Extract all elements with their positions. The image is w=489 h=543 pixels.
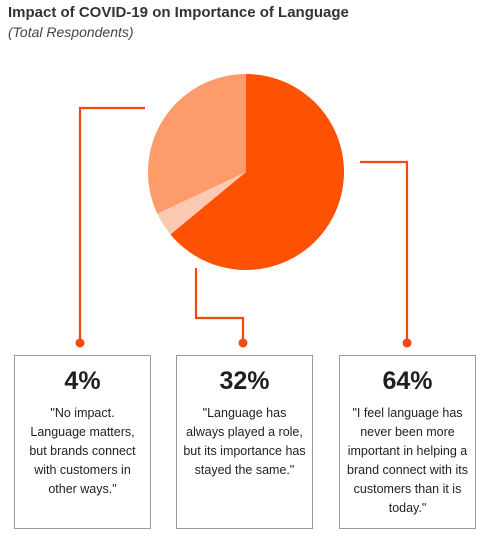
callout-quote: "No impact. Language matters, but brands… bbox=[29, 406, 136, 496]
pie-slice-more-important bbox=[170, 74, 344, 271]
chart-title: Impact of COVID-19 on Importance of Lang… bbox=[8, 4, 349, 21]
connector-no-impact bbox=[78, 106, 145, 343]
callout-percent: 4% bbox=[64, 367, 101, 395]
connector-more-important bbox=[360, 160, 409, 343]
callout-percent: 64% bbox=[382, 367, 433, 395]
callout-card-no-impact: 4% "No impact. Language matters, but bra… bbox=[14, 355, 151, 529]
callout-card-more-important: 64% "I feel language has never been more… bbox=[339, 355, 476, 529]
connector-no-impact-dot bbox=[75, 338, 85, 348]
callout-connectors bbox=[75, 106, 412, 348]
callout-quote: "Language has always played a role, but … bbox=[183, 406, 306, 477]
callout-card-same-importance: 32% "Language has always played a role, … bbox=[176, 355, 313, 529]
pie-slice-same-importance bbox=[148, 74, 246, 214]
connector-more-important-dot bbox=[402, 338, 412, 348]
callout-quote: "I feel language has never been more imp… bbox=[347, 406, 468, 515]
pie-slice-no-impact bbox=[157, 172, 246, 235]
callout-percent: 32% bbox=[219, 367, 270, 395]
connector-same-importance bbox=[194, 268, 245, 343]
pie-slices bbox=[148, 74, 344, 271]
connector-same-importance-dot bbox=[238, 338, 248, 348]
chart-subtitle: (Total Respondents) bbox=[8, 24, 134, 40]
